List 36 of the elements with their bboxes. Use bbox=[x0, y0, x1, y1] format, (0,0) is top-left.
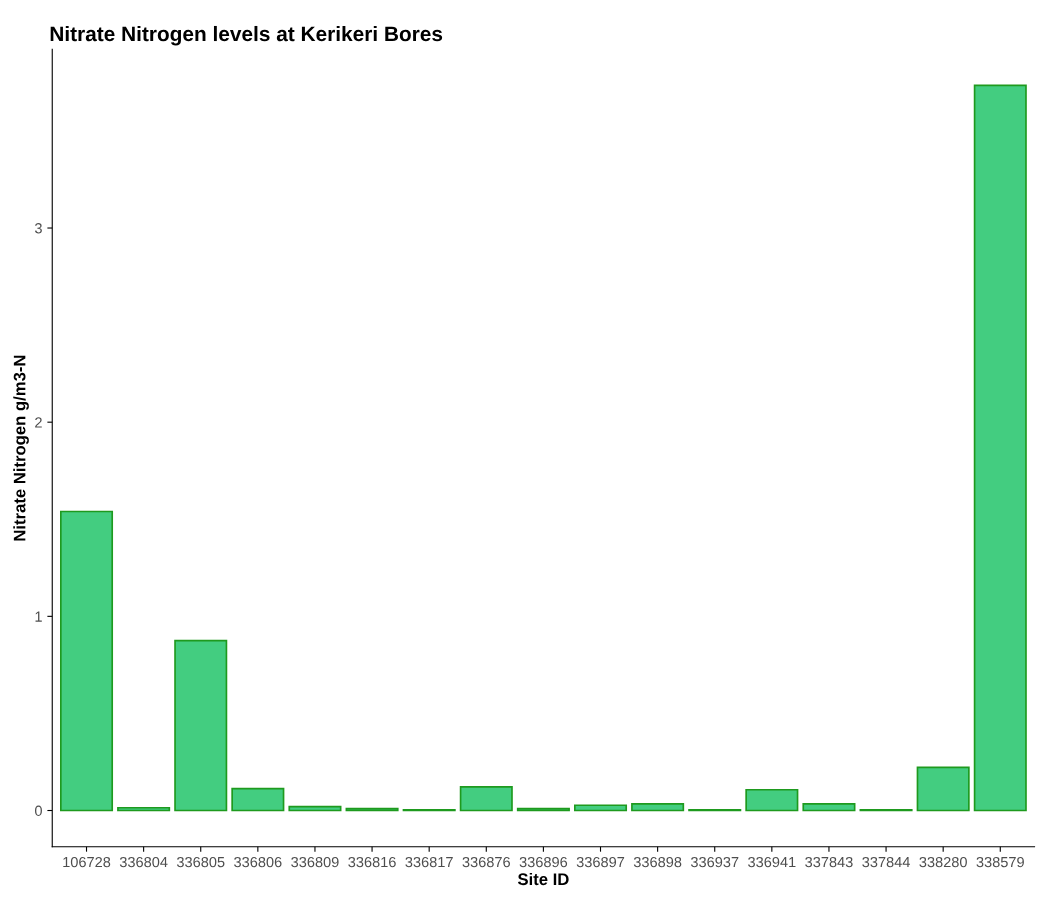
x-tick-label: 336805 bbox=[176, 856, 225, 868]
bar bbox=[288, 805, 342, 812]
chart-title: Nitrate Nitrogen levels at Kerikeri Bores bbox=[50, 25, 443, 46]
x-tick-label: 336897 bbox=[576, 856, 625, 868]
x-tick-label: 336804 bbox=[119, 856, 168, 868]
y-tick-label: 2 bbox=[35, 417, 42, 428]
y-tick-label: 3 bbox=[34, 223, 42, 234]
bar bbox=[459, 785, 513, 812]
x-tick-label: 338579 bbox=[976, 856, 1024, 868]
bar bbox=[745, 788, 799, 812]
x-tick-label: 106728 bbox=[63, 856, 111, 868]
bar bbox=[802, 803, 856, 812]
bar bbox=[973, 84, 1027, 812]
x-tick-label: 337843 bbox=[805, 856, 853, 868]
x-tick-label: 336896 bbox=[519, 856, 568, 868]
bar bbox=[631, 803, 685, 812]
bar bbox=[117, 806, 171, 812]
x-tick-label: 338280 bbox=[919, 856, 967, 868]
bar bbox=[916, 766, 970, 812]
bar bbox=[231, 787, 285, 812]
bar bbox=[573, 804, 628, 812]
x-tick-label: 337844 bbox=[862, 856, 910, 868]
x-tick-label: 336806 bbox=[234, 856, 282, 868]
x-tick-label: 336816 bbox=[348, 856, 396, 868]
x-axis-title: Site ID bbox=[517, 872, 569, 886]
bar bbox=[59, 510, 114, 812]
x-tick-label: 336809 bbox=[291, 856, 339, 868]
y-tick-label: 1 bbox=[35, 611, 42, 622]
y-tick-label: 0 bbox=[34, 805, 42, 816]
y-axis-title: Nitrate Nitrogen g/m3-N bbox=[13, 355, 29, 541]
x-tick-label: 336941 bbox=[748, 856, 796, 868]
x-tick-label: 336898 bbox=[633, 856, 682, 868]
x-tick-label: 336876 bbox=[462, 856, 510, 868]
x-tick-label: 336937 bbox=[690, 856, 739, 868]
bar bbox=[174, 639, 228, 812]
x-tick-label: 336817 bbox=[405, 856, 453, 868]
